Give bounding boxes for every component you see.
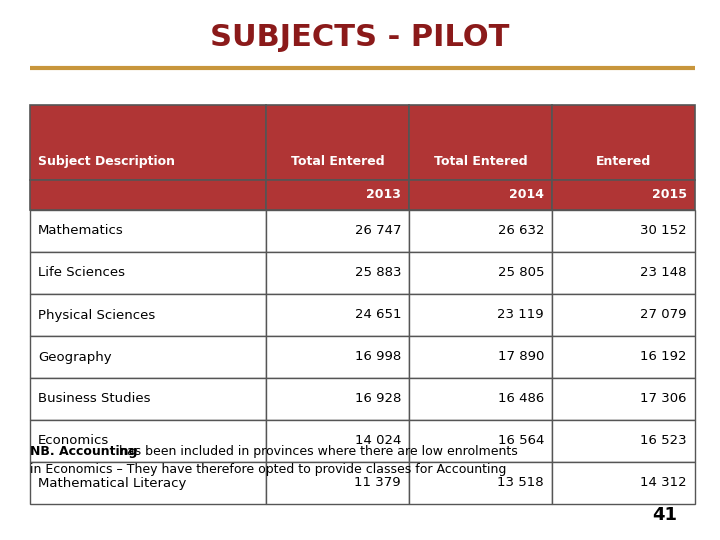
Text: Mathematical Literacy: Mathematical Literacy xyxy=(38,476,186,489)
Text: Total Entered: Total Entered xyxy=(291,155,384,168)
Text: has been included in provinces where there are low enrolments: has been included in provinces where the… xyxy=(115,445,518,458)
Bar xyxy=(266,210,409,252)
Text: 2014: 2014 xyxy=(509,188,544,201)
Bar xyxy=(409,378,552,420)
Bar xyxy=(30,420,266,462)
Text: Life Sciences: Life Sciences xyxy=(38,267,125,280)
Text: 25 883: 25 883 xyxy=(354,267,401,280)
Bar xyxy=(409,462,552,504)
Bar xyxy=(30,180,266,210)
Text: 14 312: 14 312 xyxy=(640,476,687,489)
Text: 17 890: 17 890 xyxy=(498,350,544,363)
Bar xyxy=(30,378,266,420)
Text: Geography: Geography xyxy=(38,350,112,363)
Bar xyxy=(266,462,409,504)
Text: 16 564: 16 564 xyxy=(498,435,544,448)
Bar xyxy=(552,462,695,504)
Text: in Economics – They have therefore opted to provide classes for Accounting: in Economics – They have therefore opted… xyxy=(30,463,506,476)
Text: 26 632: 26 632 xyxy=(498,225,544,238)
Bar xyxy=(266,252,409,294)
Bar xyxy=(30,105,266,180)
Text: 13 518: 13 518 xyxy=(498,476,544,489)
Bar xyxy=(409,420,552,462)
Text: Physical Sciences: Physical Sciences xyxy=(38,308,156,321)
Text: Economics: Economics xyxy=(38,435,109,448)
Text: 30 152: 30 152 xyxy=(640,225,687,238)
Bar xyxy=(552,252,695,294)
Text: Total Entered: Total Entered xyxy=(433,155,527,168)
Bar xyxy=(409,252,552,294)
Bar xyxy=(266,294,409,336)
Bar xyxy=(266,336,409,378)
Bar xyxy=(409,336,552,378)
Text: 11 379: 11 379 xyxy=(354,476,401,489)
Text: Subject Description: Subject Description xyxy=(38,155,175,168)
Bar xyxy=(266,420,409,462)
Text: 23 148: 23 148 xyxy=(641,267,687,280)
Bar xyxy=(552,180,695,210)
Text: 16 192: 16 192 xyxy=(641,350,687,363)
Text: 2013: 2013 xyxy=(366,188,401,201)
Text: 16 998: 16 998 xyxy=(355,350,401,363)
Text: 25 805: 25 805 xyxy=(498,267,544,280)
Text: NB. Accounting: NB. Accounting xyxy=(30,445,138,458)
Text: 41: 41 xyxy=(652,506,678,524)
Bar xyxy=(266,180,409,210)
Text: Entered: Entered xyxy=(596,155,651,168)
Text: 26 747: 26 747 xyxy=(354,225,401,238)
Text: 16 928: 16 928 xyxy=(355,393,401,406)
Bar xyxy=(266,105,409,180)
Text: Business Studies: Business Studies xyxy=(38,393,150,406)
Text: 17 306: 17 306 xyxy=(641,393,687,406)
Text: 24 651: 24 651 xyxy=(354,308,401,321)
Bar xyxy=(30,462,266,504)
Bar xyxy=(30,252,266,294)
Text: 16 523: 16 523 xyxy=(640,435,687,448)
Bar xyxy=(552,294,695,336)
Bar xyxy=(552,210,695,252)
Text: SUBJECTS - PILOT: SUBJECTS - PILOT xyxy=(210,24,510,52)
Bar xyxy=(30,210,266,252)
Bar xyxy=(30,294,266,336)
Bar xyxy=(552,105,695,180)
Bar xyxy=(552,336,695,378)
Bar xyxy=(552,420,695,462)
Bar xyxy=(552,378,695,420)
Text: Mathematics: Mathematics xyxy=(38,225,124,238)
Bar xyxy=(409,180,552,210)
Bar xyxy=(30,336,266,378)
Bar xyxy=(409,105,552,180)
Text: 23 119: 23 119 xyxy=(498,308,544,321)
Text: 2015: 2015 xyxy=(652,188,687,201)
Text: 27 079: 27 079 xyxy=(641,308,687,321)
Text: 16 486: 16 486 xyxy=(498,393,544,406)
Bar xyxy=(409,210,552,252)
Bar xyxy=(409,294,552,336)
Bar xyxy=(266,378,409,420)
Text: 14 024: 14 024 xyxy=(355,435,401,448)
